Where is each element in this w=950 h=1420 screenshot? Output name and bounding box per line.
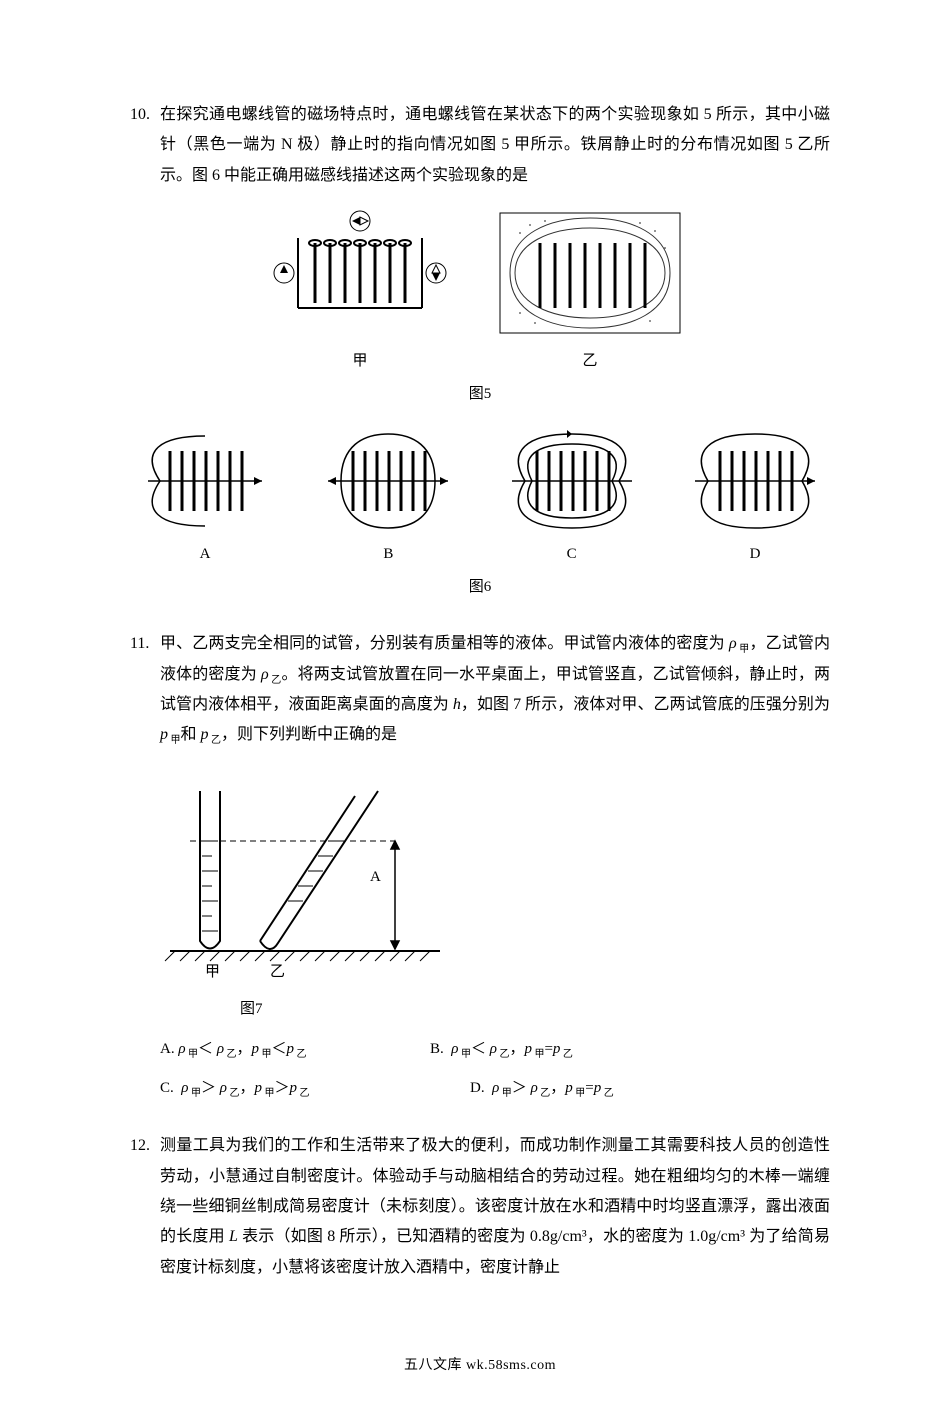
q10-text: 在探究通电螺线管的磁场特点时，通电螺线管在某状态下的两个实验现象如 5 所示，其… <box>160 100 830 191</box>
page-footer: 五八文库 wk.58sms.com <box>130 1353 830 1380</box>
fig7-label-jia: 甲 <box>205 964 220 980</box>
q11-prefix: 甲、乙两支完全相同的试管，分别装有质量相等的液体。甲试管内液体的密度为 <box>160 635 729 652</box>
fig6-label-C: C <box>567 540 577 569</box>
figure-6-row: A B <box>130 426 830 569</box>
q12-text2: 表示（如图 8 所示），已知酒精的密度为 0.8g/cm³，水的密度为 1.0g… <box>160 1228 830 1275</box>
fig6-label-B: B <box>383 540 393 569</box>
q11-options-row2: C. ρ 甲＞ ρ 乙，p 甲＞p 乙 D. ρ 甲＞ ρ 乙，p 甲=p 乙 <box>160 1074 830 1103</box>
q10-head: 10. 在探究通电螺线管的磁场特点时，通电螺线管在某状态下的两个实验现象如 5 … <box>130 100 830 191</box>
fig6-label-D: D <box>750 540 761 569</box>
figure-5-row: 甲 <box>130 203 830 376</box>
fig6-caption: 图6 <box>130 573 830 602</box>
fig7-label-yi: 乙 <box>270 964 285 980</box>
field-lines-A-icon <box>130 426 280 536</box>
q11-opt-C: C. ρ 甲＞ ρ 乙，p 甲＞p 乙 <box>160 1074 470 1103</box>
q11-head: 11. 甲、乙两支完全相同的试管，分别装有质量相等的液体。甲试管内液体的密度为 … <box>130 629 830 751</box>
fig5-caption: 图5 <box>130 380 830 409</box>
q11-mid3: ，如图 7 所示，液体对甲、乙两试管底的压强分别为 <box>461 696 830 713</box>
fig7-h-label: A <box>370 869 381 885</box>
question-11: 11. 甲、乙两支完全相同的试管，分别装有质量相等的液体。甲试管内液体的密度为 … <box>130 629 830 1103</box>
figure-5-yi: 乙 <box>490 203 690 376</box>
q11-opt-B: B. ρ 甲＜ ρ 乙，p 甲=p 乙 <box>430 1035 573 1064</box>
q11-options-row1: A. ρ 甲＜ ρ 乙，p 甲＜p 乙 B. ρ 甲＜ ρ 乙，p 甲=p 乙 <box>160 1035 830 1064</box>
field-lines-B-icon <box>313 426 463 536</box>
q11-opt-A: A. ρ 甲＜ ρ 乙，p 甲＜p 乙 <box>160 1035 430 1064</box>
q11-number: 11. <box>130 629 160 751</box>
figure-5-jia: 甲 <box>270 203 450 376</box>
question-10: 10. 在探究通电螺线管的磁场特点时，通电螺线管在某状态下的两个实验现象如 5 … <box>130 100 830 601</box>
q11-text: 甲、乙两支完全相同的试管，分别装有质量相等的液体。甲试管内液体的密度为 ρ 甲，… <box>160 629 830 751</box>
field-lines-C-icon <box>497 426 647 536</box>
q11-tail: ，则下列判断中正确的是 <box>221 726 397 743</box>
test-tubes-icon: A 甲 乙 <box>160 761 460 991</box>
question-12: 12. 测量工具为我们的工作和生活带来了极大的便利，而成功制作测量工其需要科技人… <box>130 1131 830 1283</box>
figure-6-B: B <box>313 426 463 569</box>
fig7-caption: 图7 <box>240 995 830 1024</box>
field-lines-D-icon <box>680 426 830 536</box>
fig6-label-A: A <box>200 540 211 569</box>
figure-6-C: C <box>497 426 647 569</box>
fig5-label-yi: 乙 <box>582 347 597 376</box>
figure-7: A 甲 乙 图7 <box>160 761 830 1024</box>
solenoid-filings-icon <box>490 203 690 343</box>
figure-6-A: A <box>130 426 280 569</box>
q10-number: 10. <box>130 100 160 191</box>
solenoid-compass-icon <box>270 203 450 343</box>
figure-6-D: D <box>680 426 830 569</box>
q12-text: 测量工具为我们的工作和生活带来了极大的便利，而成功制作测量工其需要科技人员的创造… <box>160 1131 830 1283</box>
q12-head: 12. 测量工具为我们的工作和生活带来了极大的便利，而成功制作测量工其需要科技人… <box>130 1131 830 1283</box>
fig5-label-jia: 甲 <box>352 347 367 376</box>
q11-opt-D: D. ρ 甲＞ ρ 乙，p 甲=p 乙 <box>470 1074 614 1103</box>
q12-number: 12. <box>130 1131 160 1283</box>
